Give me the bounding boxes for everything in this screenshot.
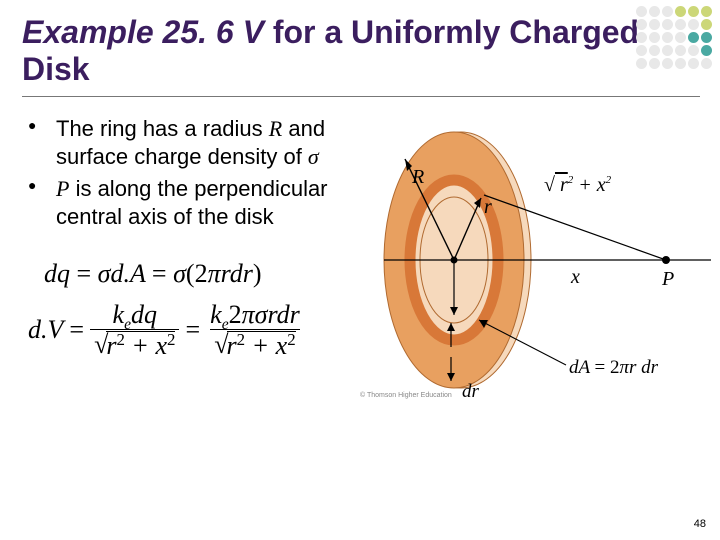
- deco-dot: [636, 19, 647, 30]
- bullet-text: The ring has a radius: [56, 116, 269, 141]
- deco-dot: [662, 32, 673, 43]
- deco-dot: [688, 58, 699, 69]
- bullet-var: σ: [308, 144, 319, 169]
- label-dA: dA = 2πr dr: [569, 357, 659, 378]
- fraction-2: ke2πσrdr √r2 + x2: [206, 301, 304, 359]
- deco-dot: [649, 6, 660, 17]
- label-R: R: [411, 166, 424, 188]
- deco-dot: [636, 6, 647, 17]
- title-italic: Example 25. 6 V: [22, 14, 273, 50]
- decorative-dot-grid: [636, 6, 712, 69]
- fraction-1: kedq √r2 + x2: [90, 301, 179, 359]
- deco-dot: [688, 32, 699, 43]
- bullet-var: P: [56, 176, 69, 201]
- deco-dot: [649, 19, 660, 30]
- deco-dot: [649, 58, 660, 69]
- bullet-list: The ring has a radius R and surface char…: [26, 115, 366, 232]
- deco-dot: [688, 6, 699, 17]
- equation-dv: d.V = kedq √r2 + x2 = ke2πσrdr √r2 + x2: [28, 301, 366, 359]
- content-row: The ring has a radius R and surface char…: [0, 97, 720, 410]
- eq-lhs: d.V: [28, 315, 63, 345]
- deco-dot: [675, 32, 686, 43]
- label-P: P: [661, 268, 674, 290]
- deco-dot: [701, 6, 712, 17]
- deco-dot: [701, 19, 712, 30]
- equation-dq: dq = σd.A = σ(2πrdr): [44, 259, 366, 289]
- equals-sign: =: [185, 315, 200, 345]
- bullet-var: R: [269, 116, 282, 141]
- disk-diagram: R r x P √ r2 + x2 dA = 2πr dr dr: [366, 115, 716, 405]
- deco-dot: [701, 32, 712, 43]
- deco-dot: [649, 45, 660, 56]
- deco-dot: [675, 19, 686, 30]
- deco-dot: [662, 45, 673, 56]
- deco-dot: [649, 32, 660, 43]
- deco-dot: [636, 58, 647, 69]
- deco-dot: [701, 45, 712, 56]
- deco-dot: [688, 19, 699, 30]
- deco-dot: [688, 45, 699, 56]
- label-x: x: [570, 266, 580, 288]
- deco-dot: [662, 6, 673, 17]
- right-column: R r x P √ r2 + x2 dA = 2πr dr dr: [366, 115, 716, 410]
- deco-dot: [662, 19, 673, 30]
- left-column: The ring has a radius R and surface char…: [26, 115, 366, 410]
- label-hyp: √ r2 + x2: [544, 174, 612, 196]
- bullet-text: is along the perpendicular central axis …: [56, 176, 328, 229]
- label-dr: dr: [462, 381, 480, 402]
- deco-dot: [662, 58, 673, 69]
- page-number: 48: [694, 518, 706, 530]
- equals-sign: =: [69, 315, 84, 345]
- equation-block: dq = σd.A = σ(2πrdr) d.V = kedq √r2 + x2…: [26, 259, 366, 359]
- deco-dot: [636, 45, 647, 56]
- label-r: r: [484, 196, 492, 218]
- bullet-item: P is along the perpendicular central axi…: [26, 175, 366, 231]
- bullet-item: The ring has a radius R and surface char…: [26, 115, 366, 171]
- deco-dot: [636, 32, 647, 43]
- deco-dot: [675, 6, 686, 17]
- deco-dot: [675, 58, 686, 69]
- image-credit: © Thomson Higher Education: [360, 392, 452, 399]
- deco-dot: [701, 58, 712, 69]
- slide-title: Example 25. 6 V for a Uniformly Charged …: [0, 0, 720, 92]
- deco-dot: [675, 45, 686, 56]
